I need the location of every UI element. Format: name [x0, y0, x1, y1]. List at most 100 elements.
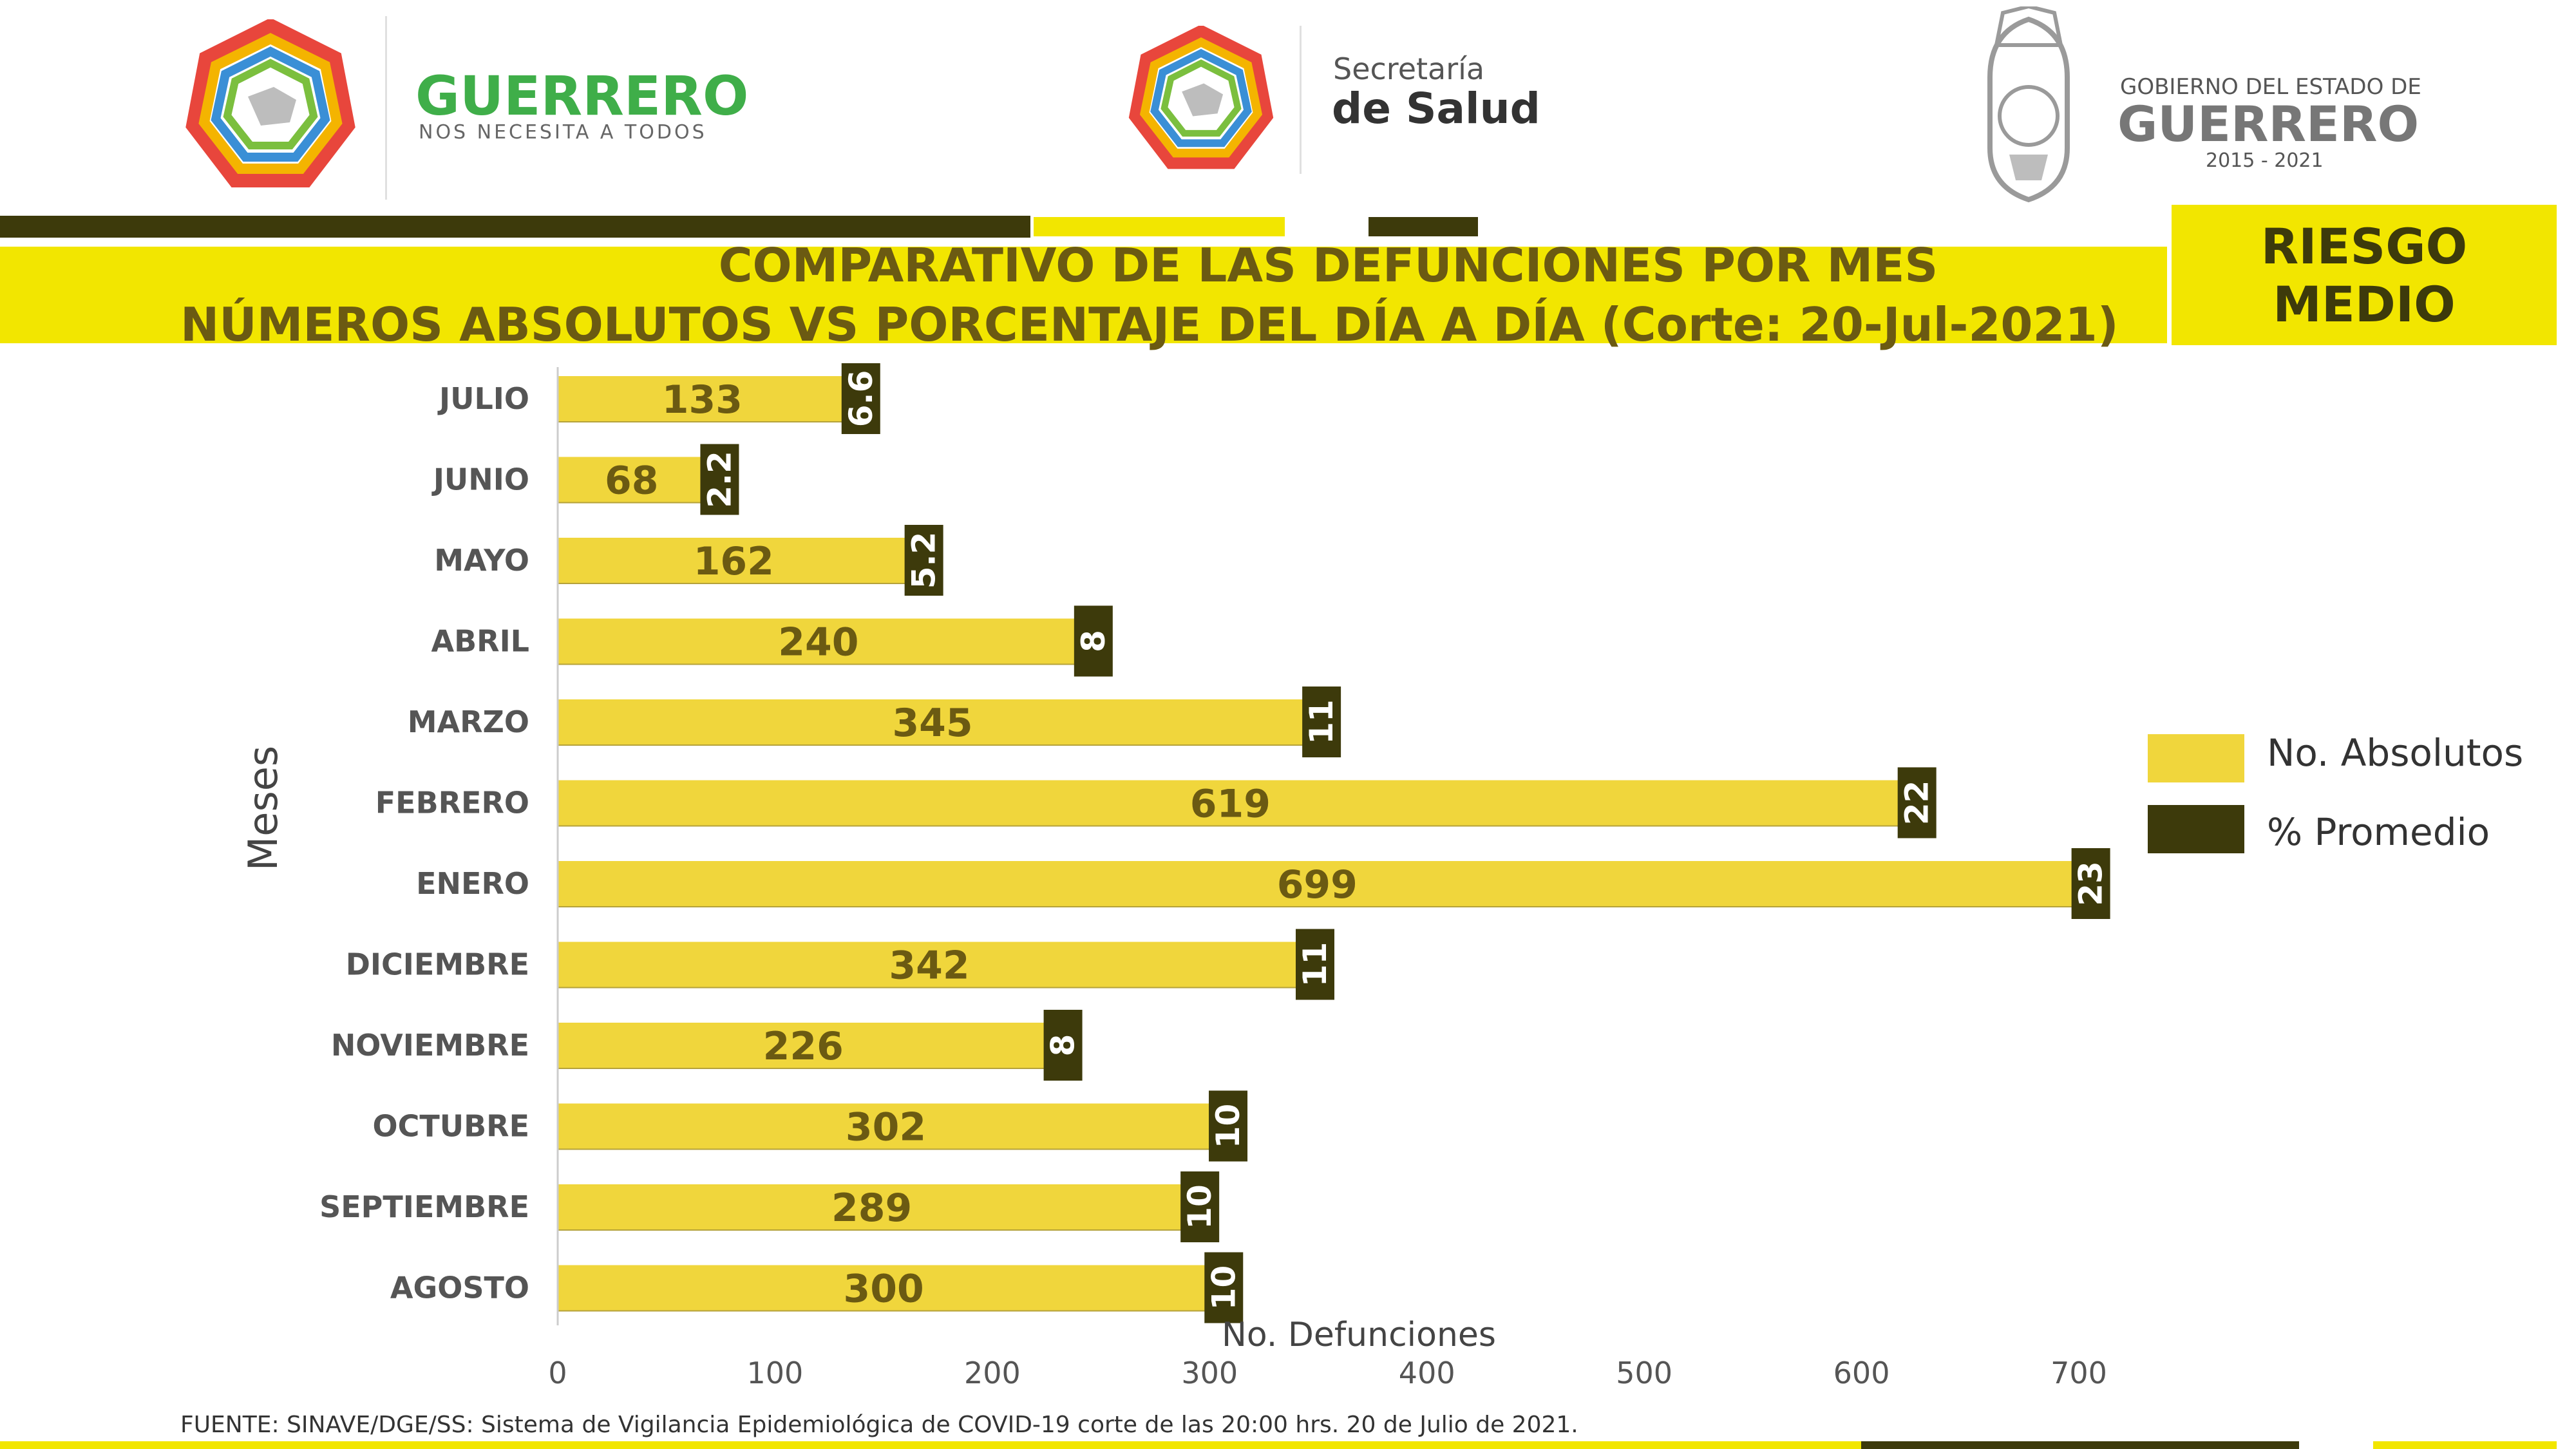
- percent-label: 22: [1899, 781, 1936, 826]
- x-axis-label: No. Defunciones: [1222, 1316, 1496, 1354]
- bar-absolute: [558, 942, 1302, 987]
- percent-label: 2.2: [701, 451, 738, 508]
- bar-absolute: [558, 618, 1079, 664]
- logo3-line2: GUERRERO: [2117, 95, 2420, 153]
- value-label: 300: [844, 1267, 924, 1312]
- percent-label: 10: [1209, 1104, 1247, 1149]
- bar-absolute: [558, 376, 847, 421]
- percent-label: 8: [1075, 630, 1112, 652]
- risk-badge-line2: MEDIO: [2273, 276, 2456, 333]
- category-label: FEBRERO: [375, 786, 529, 820]
- bar-absolute: [558, 1265, 1210, 1311]
- category-label: MARZO: [408, 705, 529, 739]
- percent-label: 23: [2072, 861, 2110, 906]
- category-label: NOVIEMBRE: [331, 1028, 529, 1063]
- bar-percent-box: [1043, 1010, 1083, 1081]
- value-label: 289: [831, 1186, 912, 1231]
- bar-percent-box: [1897, 767, 1937, 838]
- bar-absolute: [558, 861, 2077, 906]
- bar-absolute: [558, 538, 910, 583]
- value-label: 342: [889, 943, 969, 989]
- category-label: ENERO: [416, 866, 529, 901]
- logo2-line2: de Salud: [1332, 84, 1540, 133]
- stripe-dark-bottom: [1861, 1441, 2299, 1449]
- category-label: OCTUBRE: [373, 1109, 530, 1144]
- logo-divider: [385, 16, 387, 200]
- value-label: 226: [763, 1024, 844, 1069]
- legend-swatch-promedio: [2148, 805, 2244, 853]
- salud-logo-icon: [1128, 26, 1274, 169]
- risk-badge: [2172, 205, 2557, 345]
- logo1-subtitle: NOS NECESITA A TODOS: [419, 121, 707, 144]
- percent-label: 10: [1181, 1184, 1218, 1229]
- legend-swatch-absolutos: [2148, 734, 2244, 782]
- value-label: 345: [892, 701, 972, 746]
- chart-title-line2: NÚMEROS ABSOLUTOS VS PORCENTAJE DEL DÍA …: [180, 298, 2119, 352]
- y-axis-label: Meses: [240, 746, 287, 871]
- x-tick-label: 500: [1616, 1356, 1672, 1390]
- x-tick-label: 200: [964, 1356, 1021, 1390]
- logo-divider: [1300, 26, 1302, 174]
- percent-label: 5.2: [905, 532, 943, 589]
- percent-label: 11: [1303, 699, 1340, 744]
- bar-percent-box: [1074, 605, 1113, 677]
- bar-percent-box: [1204, 1252, 1244, 1323]
- legend-label-promedio: % Promedio: [2267, 810, 2490, 854]
- bar-absolute: [558, 457, 706, 502]
- logo3-line3: 2015 - 2021: [2206, 149, 2324, 172]
- bar-percent-box: [1296, 929, 1335, 1000]
- category-label: MAYO: [434, 543, 529, 578]
- x-tick-label: 0: [548, 1356, 567, 1390]
- value-label: 619: [1190, 782, 1271, 827]
- bar-absolute: [558, 780, 1903, 826]
- value-label: 162: [694, 539, 774, 584]
- state-coat-of-arms-icon: [1987, 6, 2070, 203]
- category-label: DICIEMBRE: [346, 947, 529, 982]
- stripe-yellow-top: [1034, 217, 1285, 236]
- category-label: AGOSTO: [390, 1271, 529, 1305]
- x-tick-label: 300: [1181, 1356, 1238, 1390]
- guerrero-logo-icon: [185, 19, 355, 187]
- logo3-line1: GOBIERNO DEL ESTADO DE: [2120, 74, 2421, 100]
- category-label: JUNIO: [431, 462, 529, 497]
- value-label: 68: [605, 459, 659, 504]
- x-tick-label: 600: [1833, 1356, 1890, 1390]
- logo1-title: GUERRERO: [415, 64, 749, 128]
- risk-badge-line1: RIESGO: [2260, 218, 2468, 275]
- x-tick-label: 700: [2050, 1356, 2107, 1390]
- chart-title-line1: COMPARATIVO DE LAS DEFUNCIONES POR MES: [718, 238, 1938, 292]
- bar-percent-box: [2071, 848, 2110, 919]
- stripe-dark-top: [0, 216, 1030, 238]
- percent-label: 10: [1205, 1265, 1242, 1311]
- bar-absolute: [558, 1103, 1215, 1149]
- value-label: 699: [1277, 862, 1358, 907]
- stripe-yellow-bottom-right: [2373, 1441, 2557, 1449]
- value-label: 240: [778, 620, 858, 665]
- bar-percent-box: [841, 363, 880, 434]
- stripe-yellow-bottom: [0, 1441, 1861, 1449]
- bar-percent-box: [1209, 1090, 1248, 1162]
- bar-percent-box: [1302, 687, 1341, 757]
- bar-absolute: [558, 1023, 1049, 1068]
- x-tick-label: 400: [1399, 1356, 1455, 1390]
- x-tick-label: 100: [747, 1356, 804, 1390]
- percent-label: 8: [1045, 1034, 1082, 1057]
- bar-percent-box: [1180, 1171, 1220, 1242]
- percent-label: 6.6: [842, 370, 880, 428]
- title-band: [0, 247, 2167, 343]
- bar-percent-box: [700, 444, 739, 515]
- category-label: JULIO: [437, 381, 529, 416]
- value-label: 302: [846, 1105, 926, 1150]
- logo2-line1: Secretaría: [1333, 52, 1485, 86]
- bar-absolute: [558, 699, 1308, 744]
- value-label: 133: [662, 377, 743, 422]
- percent-label: 11: [1296, 942, 1334, 987]
- stripe-dark-small: [1368, 217, 1478, 236]
- category-label: ABRIL: [431, 624, 529, 659]
- source-footnote: FUENTE: SINAVE/DGE/SS: Sistema de Vigila…: [180, 1412, 1578, 1438]
- category-label: SEPTIEMBRE: [319, 1189, 529, 1224]
- legend-label-absolutos: No. Absolutos: [2267, 731, 2524, 775]
- bar-percent-box: [904, 525, 943, 596]
- bar-absolute: [558, 1184, 1186, 1229]
